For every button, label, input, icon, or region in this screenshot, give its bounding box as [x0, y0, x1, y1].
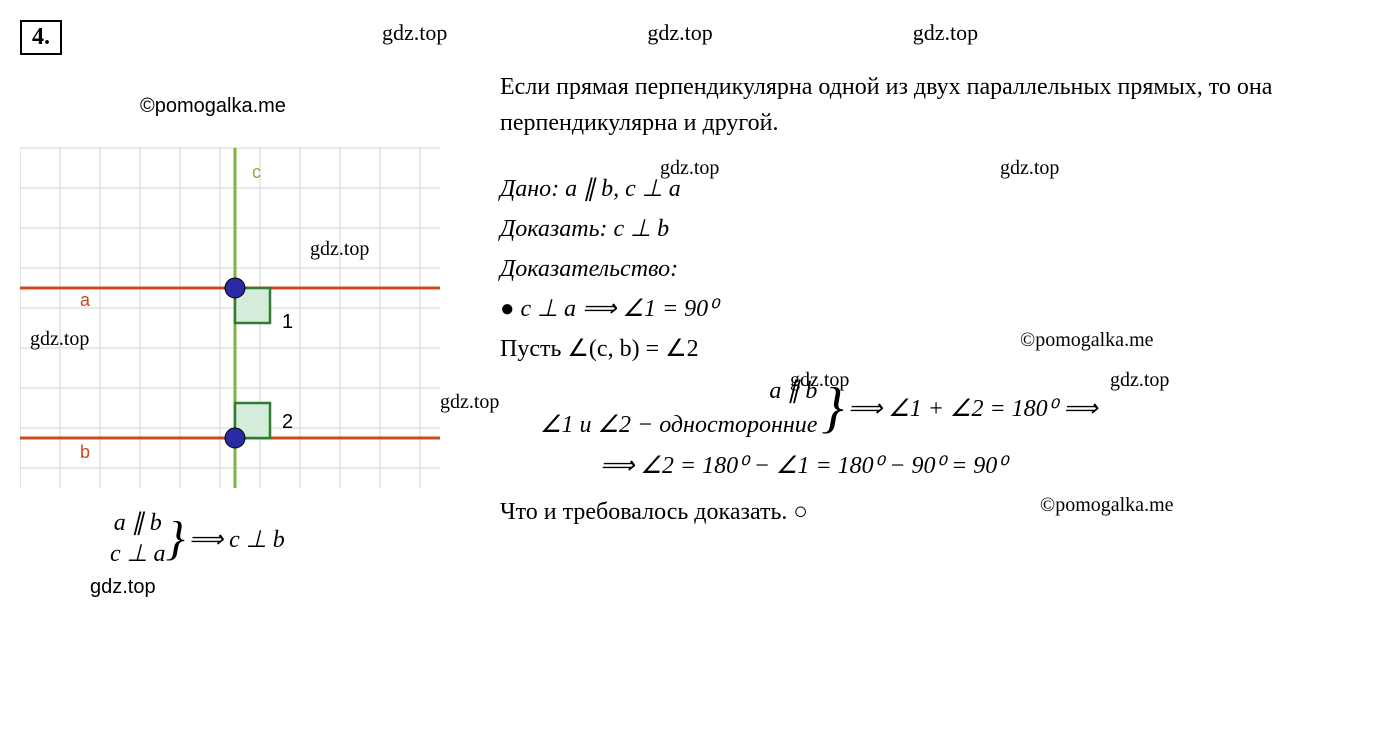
- theorem-statement: Если прямая перпендикулярна одной из дву…: [500, 69, 1380, 141]
- svg-text:1: 1: [282, 311, 293, 333]
- watermark-gdz: gdz.top: [913, 20, 978, 46]
- brace-line2: ∠1 и ∠2 − односторонние: [540, 409, 817, 443]
- brace-premises: a ∥ b ∠1 и ∠2 − односторонние: [540, 375, 817, 442]
- watermark-gdz: gdz.top: [1000, 153, 1059, 183]
- watermark-gdz: gdz.top: [440, 387, 499, 417]
- watermark-gdz: gdz.top: [310, 238, 369, 261]
- prove-label: Доказать: [500, 216, 600, 242]
- watermark-gdz: gdz.top: [90, 576, 460, 599]
- watermark-row-top: gdz.top gdz.top gdz.top: [382, 20, 978, 46]
- proof-label: Доказательство: [500, 256, 670, 282]
- svg-text:a: a: [80, 290, 91, 310]
- proof-step1: ● c ⊥ a ⟹ ∠1 = 90⁰: [500, 291, 1380, 327]
- page-container: 4. gdz.top gdz.top gdz.top ©pomogalka.me…: [20, 20, 1380, 599]
- brace-icon: }: [166, 520, 185, 558]
- watermark-pomogalka: ©pomogalka.me: [1020, 325, 1154, 355]
- problem-number: 4.: [20, 20, 62, 55]
- brace-line1: a ∥ b: [769, 375, 817, 409]
- proof-brace-block: a ∥ b ∠1 и ∠2 − односторонние } ⟹ ∠1 + ∠…: [540, 375, 1380, 442]
- prove-text: : c ⊥ b: [600, 216, 670, 242]
- svg-text:c: c: [252, 162, 261, 182]
- summary-formula: a ∥ b c ⊥ a } ⟹ c ⊥ b: [110, 508, 460, 570]
- left-column: ©pomogalka.me c a b 1 2 gdz.top gdz.top a ∥ …: [20, 65, 460, 599]
- formula-line1: a ∥ b: [114, 508, 162, 539]
- proof-step2: Пусть ∠(c, b) = ∠2: [500, 331, 1380, 367]
- watermark-gdz: gdz.top: [647, 20, 712, 46]
- qed-line: Что и требовалось доказать. ○: [500, 494, 1380, 530]
- main-content: ©pomogalka.me c a b 1 2 gdz.top gdz.top a ∥ …: [20, 65, 1380, 599]
- given-line: Дано: a ∥ b, c ⊥ a: [500, 171, 1380, 207]
- watermark-gdz: gdz.top: [30, 328, 89, 351]
- geometry-diagram: c a b 1 2 gdz.top gdz.top: [20, 128, 440, 488]
- right-column: Если прямая перпендикулярна одной из дву…: [500, 65, 1380, 599]
- watermark-pomogalka: ©pomogalka.me: [1040, 490, 1174, 520]
- given-label: Дано: [500, 176, 551, 202]
- svg-text:2: 2: [282, 411, 293, 433]
- brace-result: ⟹ ∠1 + ∠2 = 180⁰ ⟹: [848, 391, 1098, 427]
- prove-line: Доказать: c ⊥ b: [500, 211, 1380, 247]
- top-row: 4. gdz.top gdz.top gdz.top: [20, 20, 1380, 55]
- formula-line2: c ⊥ a: [110, 539, 166, 570]
- formula-premises: a ∥ b c ⊥ a: [110, 508, 166, 570]
- diagram-svg: c a b 1 2: [20, 128, 440, 488]
- watermark-gdz: gdz.top: [660, 153, 719, 183]
- brace-group: a ∥ b c ⊥ a }: [110, 508, 185, 570]
- proof-step3: ⟹ ∠2 = 180⁰ − ∠1 = 180⁰ − 90⁰ = 90⁰: [600, 448, 1380, 484]
- proof-label-line: Доказательство:: [500, 251, 1380, 287]
- watermark-pomogalka: ©pomogalka.me: [140, 95, 460, 118]
- big-brace-icon: }: [821, 389, 843, 428]
- watermark-gdz: gdz.top: [382, 20, 447, 46]
- formula-result: ⟹ c ⊥ b: [189, 525, 285, 554]
- svg-text:b: b: [80, 442, 90, 462]
